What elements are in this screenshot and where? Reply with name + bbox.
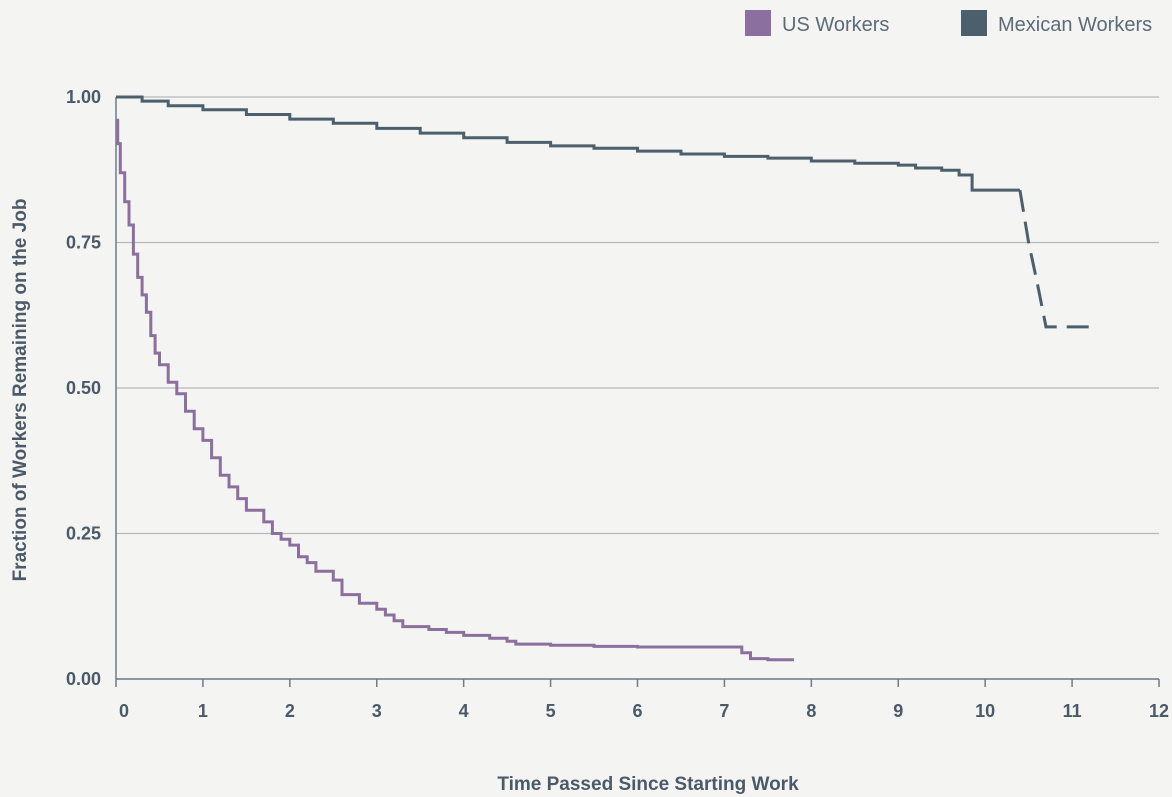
legend-swatch-us-workers [745,10,771,36]
x-tick-label: 6 [632,701,642,721]
y-tick-label: 0.25 [66,524,101,544]
y-tick-label: 0.00 [66,669,101,689]
x-tick-label: 5 [546,701,556,721]
x-tick-label: 8 [806,701,816,721]
x-tick-label: 1 [198,701,208,721]
x-tick-label: 10 [975,701,995,721]
y-tick-label: 1.00 [66,87,101,107]
x-axis-title: Time Passed Since Starting Work [497,774,799,795]
x-tick-label: 12 [1149,701,1169,721]
x-tick-label: 4 [459,701,469,721]
x-tick-label: 9 [893,701,903,721]
x-tick-label: 0 [119,701,129,721]
x-tick-label: 7 [719,701,729,721]
grid-lines [116,96,1159,680]
legend-label-us-workers: US Workers [782,14,889,36]
series-line-us-workers [116,118,794,662]
legend-swatch-mexican-workers [961,10,987,36]
legend-label-mexican-workers: Mexican Workers [998,14,1152,36]
legend: US Workers Mexican Workers [745,10,1152,36]
x-tick-label: 3 [372,701,382,721]
x-tick-label: 2 [285,701,295,721]
series-lines [116,95,1099,662]
y-axis-title: Fraction of Workers Remaining on the Job [10,199,31,582]
y-tick-label: 0.75 [66,233,101,253]
axes: 0.000.250.500.751.000 1 2 3 4 5 6 7 8 9 10 11 12 [66,87,1169,721]
x-tick-label: 11 [1063,701,1082,721]
series-dashed-mexican-workers [1018,189,1099,329]
y-tick-label: 0.50 [66,378,101,398]
series-line-mexican-workers [116,95,1020,192]
